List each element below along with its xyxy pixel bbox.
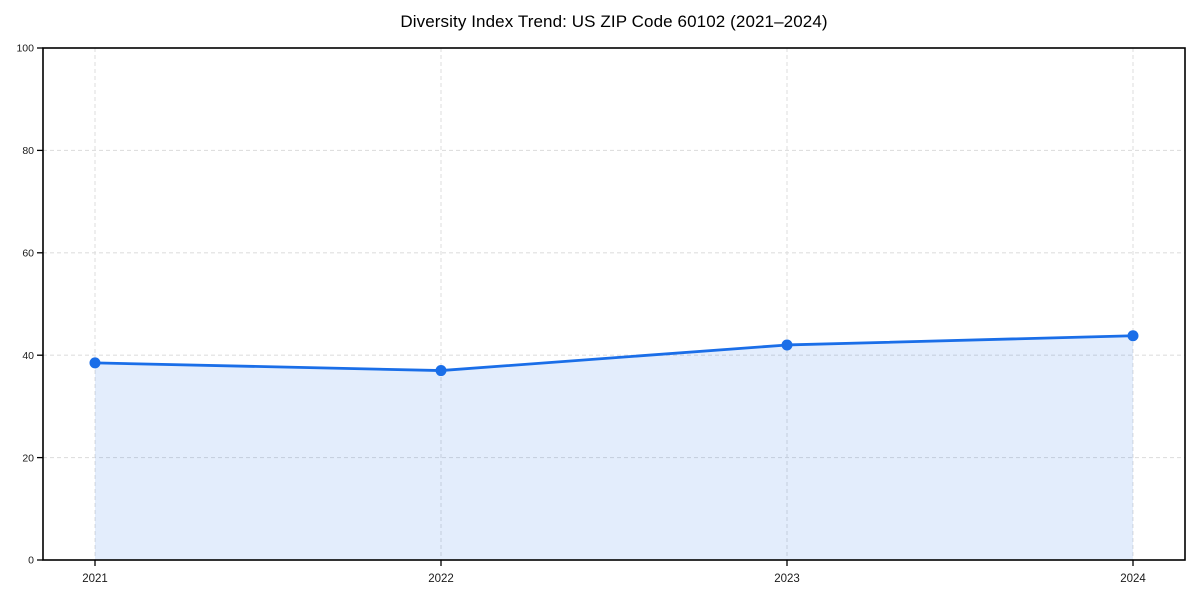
y-tick-label: 0	[28, 555, 34, 567]
data-point-2024	[1127, 330, 1139, 342]
y-tick-label: 20	[22, 452, 34, 464]
y-tick-label: 60	[22, 248, 34, 260]
y-tick-label: 40	[22, 350, 34, 362]
x-tick-label: 2024	[1120, 573, 1146, 585]
data-point-2021	[89, 357, 101, 369]
chart-title: Diversity Index Trend: US ZIP Code 60102…	[400, 12, 828, 31]
data-point-2022	[435, 365, 447, 377]
data-point-2023	[781, 339, 793, 351]
y-tick-label: 80	[22, 145, 34, 157]
trend-line	[93, 334, 1135, 372]
x-tick-label: 2022	[428, 573, 454, 585]
x-tick-label: 2021	[82, 573, 108, 585]
y-tick-label: 100	[16, 43, 34, 55]
plot-border	[42, 47, 1186, 561]
area-fill	[95, 335, 1133, 560]
x-tick-label: 2023	[774, 573, 800, 585]
